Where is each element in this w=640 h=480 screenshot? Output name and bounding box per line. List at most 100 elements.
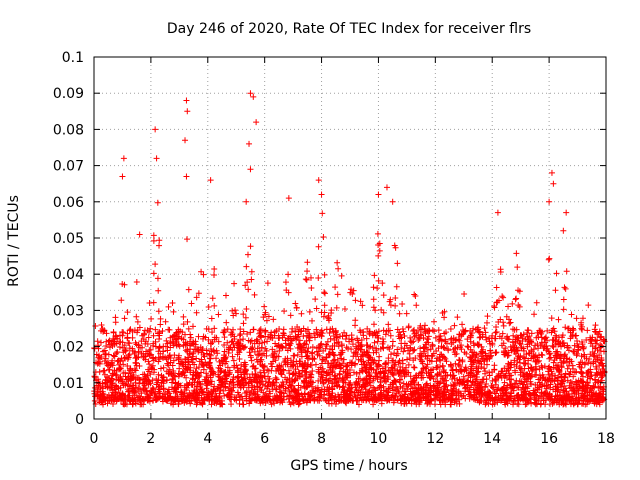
data-point: [511, 326, 518, 333]
data-point: [193, 309, 200, 316]
data-point: [235, 340, 242, 347]
data-point: [557, 351, 564, 358]
data-point: [558, 373, 565, 380]
data-point: [307, 380, 314, 387]
data-point: [240, 336, 247, 343]
data-point: [564, 365, 571, 372]
data-point: [298, 310, 305, 317]
data-point: [355, 375, 362, 382]
data-point: [590, 383, 597, 390]
data-point: [148, 365, 155, 372]
data-point: [471, 389, 478, 396]
data-point: [268, 334, 275, 341]
data-point: [530, 387, 537, 394]
data-point: [552, 287, 559, 294]
data-point: [366, 379, 373, 386]
data-point: [560, 306, 567, 313]
data-point: [514, 337, 521, 344]
data-point: [368, 365, 375, 372]
data-point: [517, 396, 524, 403]
data-point: [237, 330, 244, 337]
data-point: [178, 358, 185, 365]
data-point: [386, 385, 393, 392]
data-point: [366, 329, 373, 336]
data-point: [228, 401, 235, 408]
data-point: [252, 377, 259, 384]
data-point: [448, 363, 455, 370]
data-point: [98, 339, 105, 346]
data-point: [242, 314, 249, 321]
data-point: [306, 396, 313, 403]
data-point: [240, 320, 247, 327]
data-point: [206, 355, 213, 362]
data-point: [459, 358, 466, 365]
data-point: [245, 337, 252, 344]
data-point: [195, 347, 202, 354]
data-point: [159, 327, 166, 334]
data-point: [104, 400, 111, 407]
data-point: [96, 399, 103, 406]
data-point: [568, 311, 575, 318]
data-point: [398, 395, 405, 402]
data-point: [94, 386, 101, 393]
data-point: [91, 374, 98, 381]
data-point: [229, 379, 236, 386]
data-point: [404, 356, 411, 363]
data-point: [323, 326, 330, 333]
data-point: [418, 375, 425, 382]
data-point: [261, 303, 268, 310]
data-point: [183, 365, 190, 372]
data-point: [470, 386, 477, 393]
data-point: [507, 343, 514, 350]
data-point: [265, 313, 272, 320]
data-point: [595, 384, 602, 391]
data-point: [315, 243, 322, 250]
data-point: [335, 265, 342, 272]
data-point: [476, 334, 483, 341]
data-point: [315, 344, 322, 351]
data-point: [470, 342, 477, 349]
x-tick-label: 4: [203, 431, 212, 447]
data-point: [150, 237, 157, 244]
data-point: [520, 345, 527, 352]
data-point: [556, 369, 563, 376]
data-point: [434, 363, 441, 370]
data-point: [238, 377, 245, 384]
data-point: [177, 328, 184, 335]
data-point: [303, 276, 310, 283]
data-point: [196, 358, 203, 365]
data-point: [349, 397, 356, 404]
data-point: [301, 360, 308, 367]
data-point: [280, 330, 287, 337]
data-point: [593, 397, 600, 404]
data-point: [215, 338, 222, 345]
data-point: [344, 392, 351, 399]
data-point: [131, 366, 138, 373]
data-point: [441, 383, 448, 390]
data-point: [348, 346, 355, 353]
data-point: [168, 396, 175, 403]
data-point: [410, 328, 417, 335]
data-point: [286, 342, 293, 349]
data-point: [378, 393, 385, 400]
data-point: [343, 374, 350, 381]
data-point: [228, 338, 235, 345]
data-point: [455, 361, 462, 368]
data-point: [506, 320, 513, 327]
data-point: [502, 345, 509, 352]
data-point: [171, 332, 178, 339]
data-point: [240, 311, 247, 318]
data-point: [205, 393, 212, 400]
data-point: [391, 367, 398, 374]
data-point: [268, 329, 275, 336]
data-point: [436, 333, 443, 340]
data-point: [175, 352, 182, 359]
data-point: [377, 382, 384, 389]
data-point: [533, 358, 540, 365]
data-point: [454, 314, 461, 321]
data-point: [417, 331, 424, 338]
data-point: [220, 329, 227, 336]
data-point: [559, 332, 566, 339]
data-point: [352, 381, 359, 388]
data-point: [491, 303, 498, 310]
